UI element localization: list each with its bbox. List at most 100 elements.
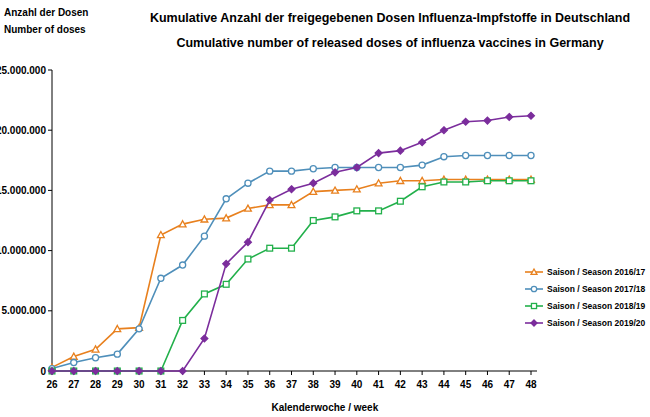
x-tick-label: 48 [525,379,537,390]
marker [202,291,208,297]
marker [71,368,77,374]
x-tick-label: 37 [286,379,298,390]
y-axis-label: Anzahl der Dosen [4,7,88,18]
marker [245,239,252,246]
marker [201,233,207,239]
marker [49,368,56,375]
title: Kumulative Anzahl der freigegebenen Dose… [150,11,630,25]
x-tick [356,371,357,375]
marker [419,162,425,168]
y-tick-label: 10.000.000 [0,245,46,256]
x-tick-label: 26 [46,379,58,390]
x-tick-label: 29 [112,379,124,390]
marker [114,351,120,357]
x-tick [335,371,336,375]
y-tick [48,190,52,191]
marker [441,127,448,134]
x-tick [378,371,379,375]
marker [506,152,512,158]
x-tick-label: 38 [308,379,320,390]
marker [419,177,426,183]
marker [267,168,273,174]
marker [397,147,404,154]
y-tick-label: 25.000.000 [0,65,46,76]
legend-label: Saison / Season 2017/18 [547,284,646,294]
x-tick [247,371,248,375]
marker [485,178,491,184]
x-tick [422,371,423,375]
subtitle: Cumulative number of released doses of i… [176,36,603,50]
legend-marker [531,303,536,308]
marker [223,281,229,287]
x-tick-label: 46 [482,379,494,390]
marker [245,256,251,262]
marker [289,245,295,251]
marker [288,186,295,193]
series-line [52,155,531,368]
x-tick-label: 36 [264,379,276,390]
marker [332,169,339,176]
x-tick [443,371,444,375]
marker [462,118,469,125]
marker [375,180,382,186]
marker [223,260,230,267]
marker [397,177,404,183]
marker [528,152,534,158]
series-line [52,116,531,371]
marker [463,152,469,158]
x-tick-label: 44 [438,379,450,390]
x-tick-label: 39 [329,379,341,390]
marker [376,164,382,170]
marker [223,196,229,202]
marker [288,201,295,207]
legend-marker [531,269,537,274]
x-tick [465,371,466,375]
marker [484,152,490,158]
x-tick-label: 42 [395,379,407,390]
marker [375,150,382,157]
x-tick-label: 43 [417,379,429,390]
x-tick [509,371,510,375]
legend-label: Saison / Season 2016/17 [547,267,646,277]
marker [310,218,316,224]
marker [506,178,512,184]
marker [354,164,360,170]
marker [157,232,164,238]
marker [376,208,382,214]
x-tick-label: 40 [351,379,363,390]
y-tick [48,250,52,251]
marker [484,117,491,124]
marker [158,275,164,281]
x-tick-label: 34 [221,379,233,390]
marker [463,179,469,185]
x-tick-label: 41 [373,379,385,390]
marker [158,368,164,374]
marker [419,184,425,190]
x-tick-label: 45 [460,379,472,390]
legend-marker [531,320,537,326]
y-tick-label: 15.000.000 [0,185,46,196]
marker [310,180,317,187]
marker [267,245,273,251]
x-tick-label: 35 [242,379,254,390]
marker [93,368,99,374]
marker [179,368,186,375]
x-tick [269,371,270,375]
marker [201,335,208,342]
marker [223,215,230,221]
y-tick [48,310,52,311]
x-tick [313,371,314,375]
legend-marker [531,286,536,291]
x-tick-label: 47 [504,379,516,390]
y-tick [48,130,52,131]
marker [528,112,535,119]
x-axis-label: Kalenderwoche / week [272,402,379,413]
marker [70,353,77,359]
marker [114,368,120,374]
marker [419,139,426,146]
marker [528,178,534,184]
x-tick-label: 32 [177,379,189,390]
marker [353,164,360,171]
marker [353,186,360,192]
y-tick [48,70,52,71]
